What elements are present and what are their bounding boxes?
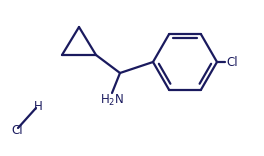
Text: Cl: Cl [11, 124, 23, 137]
Text: H$_2$N: H$_2$N [100, 93, 124, 107]
Text: Cl: Cl [226, 56, 238, 68]
Text: H: H [34, 100, 43, 112]
